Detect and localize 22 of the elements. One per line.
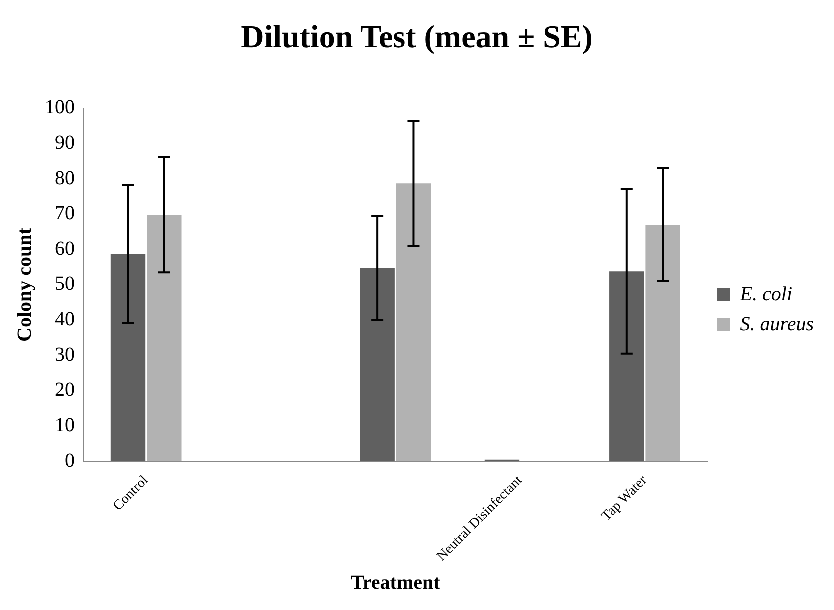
bar <box>360 268 395 462</box>
bar <box>396 184 432 462</box>
bar <box>610 272 644 462</box>
y-tick-label: 80 <box>55 167 75 190</box>
y-tick-label: 0 <box>65 450 75 472</box>
y-axis-title: Colony count <box>14 228 36 342</box>
y-tick-label: 90 <box>55 132 75 154</box>
legend-label: S. aureus <box>740 313 814 336</box>
y-tick-label: 10 <box>55 414 75 437</box>
bar <box>646 224 680 462</box>
x-axis-title: Treatment <box>351 572 441 594</box>
y-tick-label: 100 <box>45 96 75 119</box>
y-tick-label: 20 <box>55 379 75 402</box>
y-tick-label: 50 <box>55 273 75 296</box>
legend-label: E. coli <box>739 283 793 306</box>
y-tick-label: 40 <box>55 308 75 331</box>
y-tick-label: 60 <box>55 238 75 260</box>
bar <box>110 254 146 462</box>
chart-title: Dilution Test (mean ± SE) <box>241 18 593 54</box>
bar <box>147 215 182 462</box>
y-tick-label: 70 <box>55 202 75 225</box>
y-tick-label: 30 <box>55 344 75 366</box>
